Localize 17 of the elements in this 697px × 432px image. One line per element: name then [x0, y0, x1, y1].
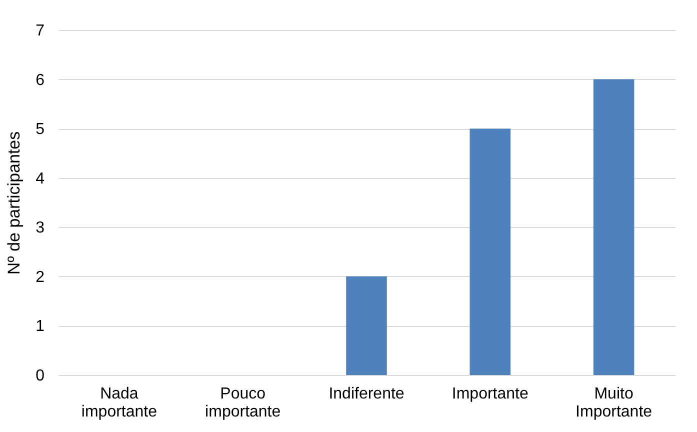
- bar: [346, 276, 387, 375]
- x-tick-label: Nada importante: [81, 386, 158, 420]
- x-tick-label: Importante: [452, 386, 528, 402]
- x-tick-label: Muito Importante: [576, 386, 652, 420]
- y-tick-label: 1: [36, 318, 45, 336]
- x-tick-label: Pouco importante: [205, 386, 281, 420]
- y-tick-label: 6: [36, 72, 45, 89]
- bar: [470, 128, 511, 375]
- y-tick-label: 2: [36, 268, 45, 286]
- y-tick-label: 5: [36, 121, 45, 138]
- y-tick-label: 7: [36, 22, 45, 40]
- x-tick-label: Indiferente: [328, 386, 404, 402]
- y-axis-title: Nº de participantes: [4, 131, 24, 275]
- y-tick-label: 0: [36, 368, 45, 384]
- bar: [593, 79, 634, 375]
- y-tick-label: 4: [36, 170, 45, 188]
- y-tick-label: 3: [36, 220, 45, 237]
